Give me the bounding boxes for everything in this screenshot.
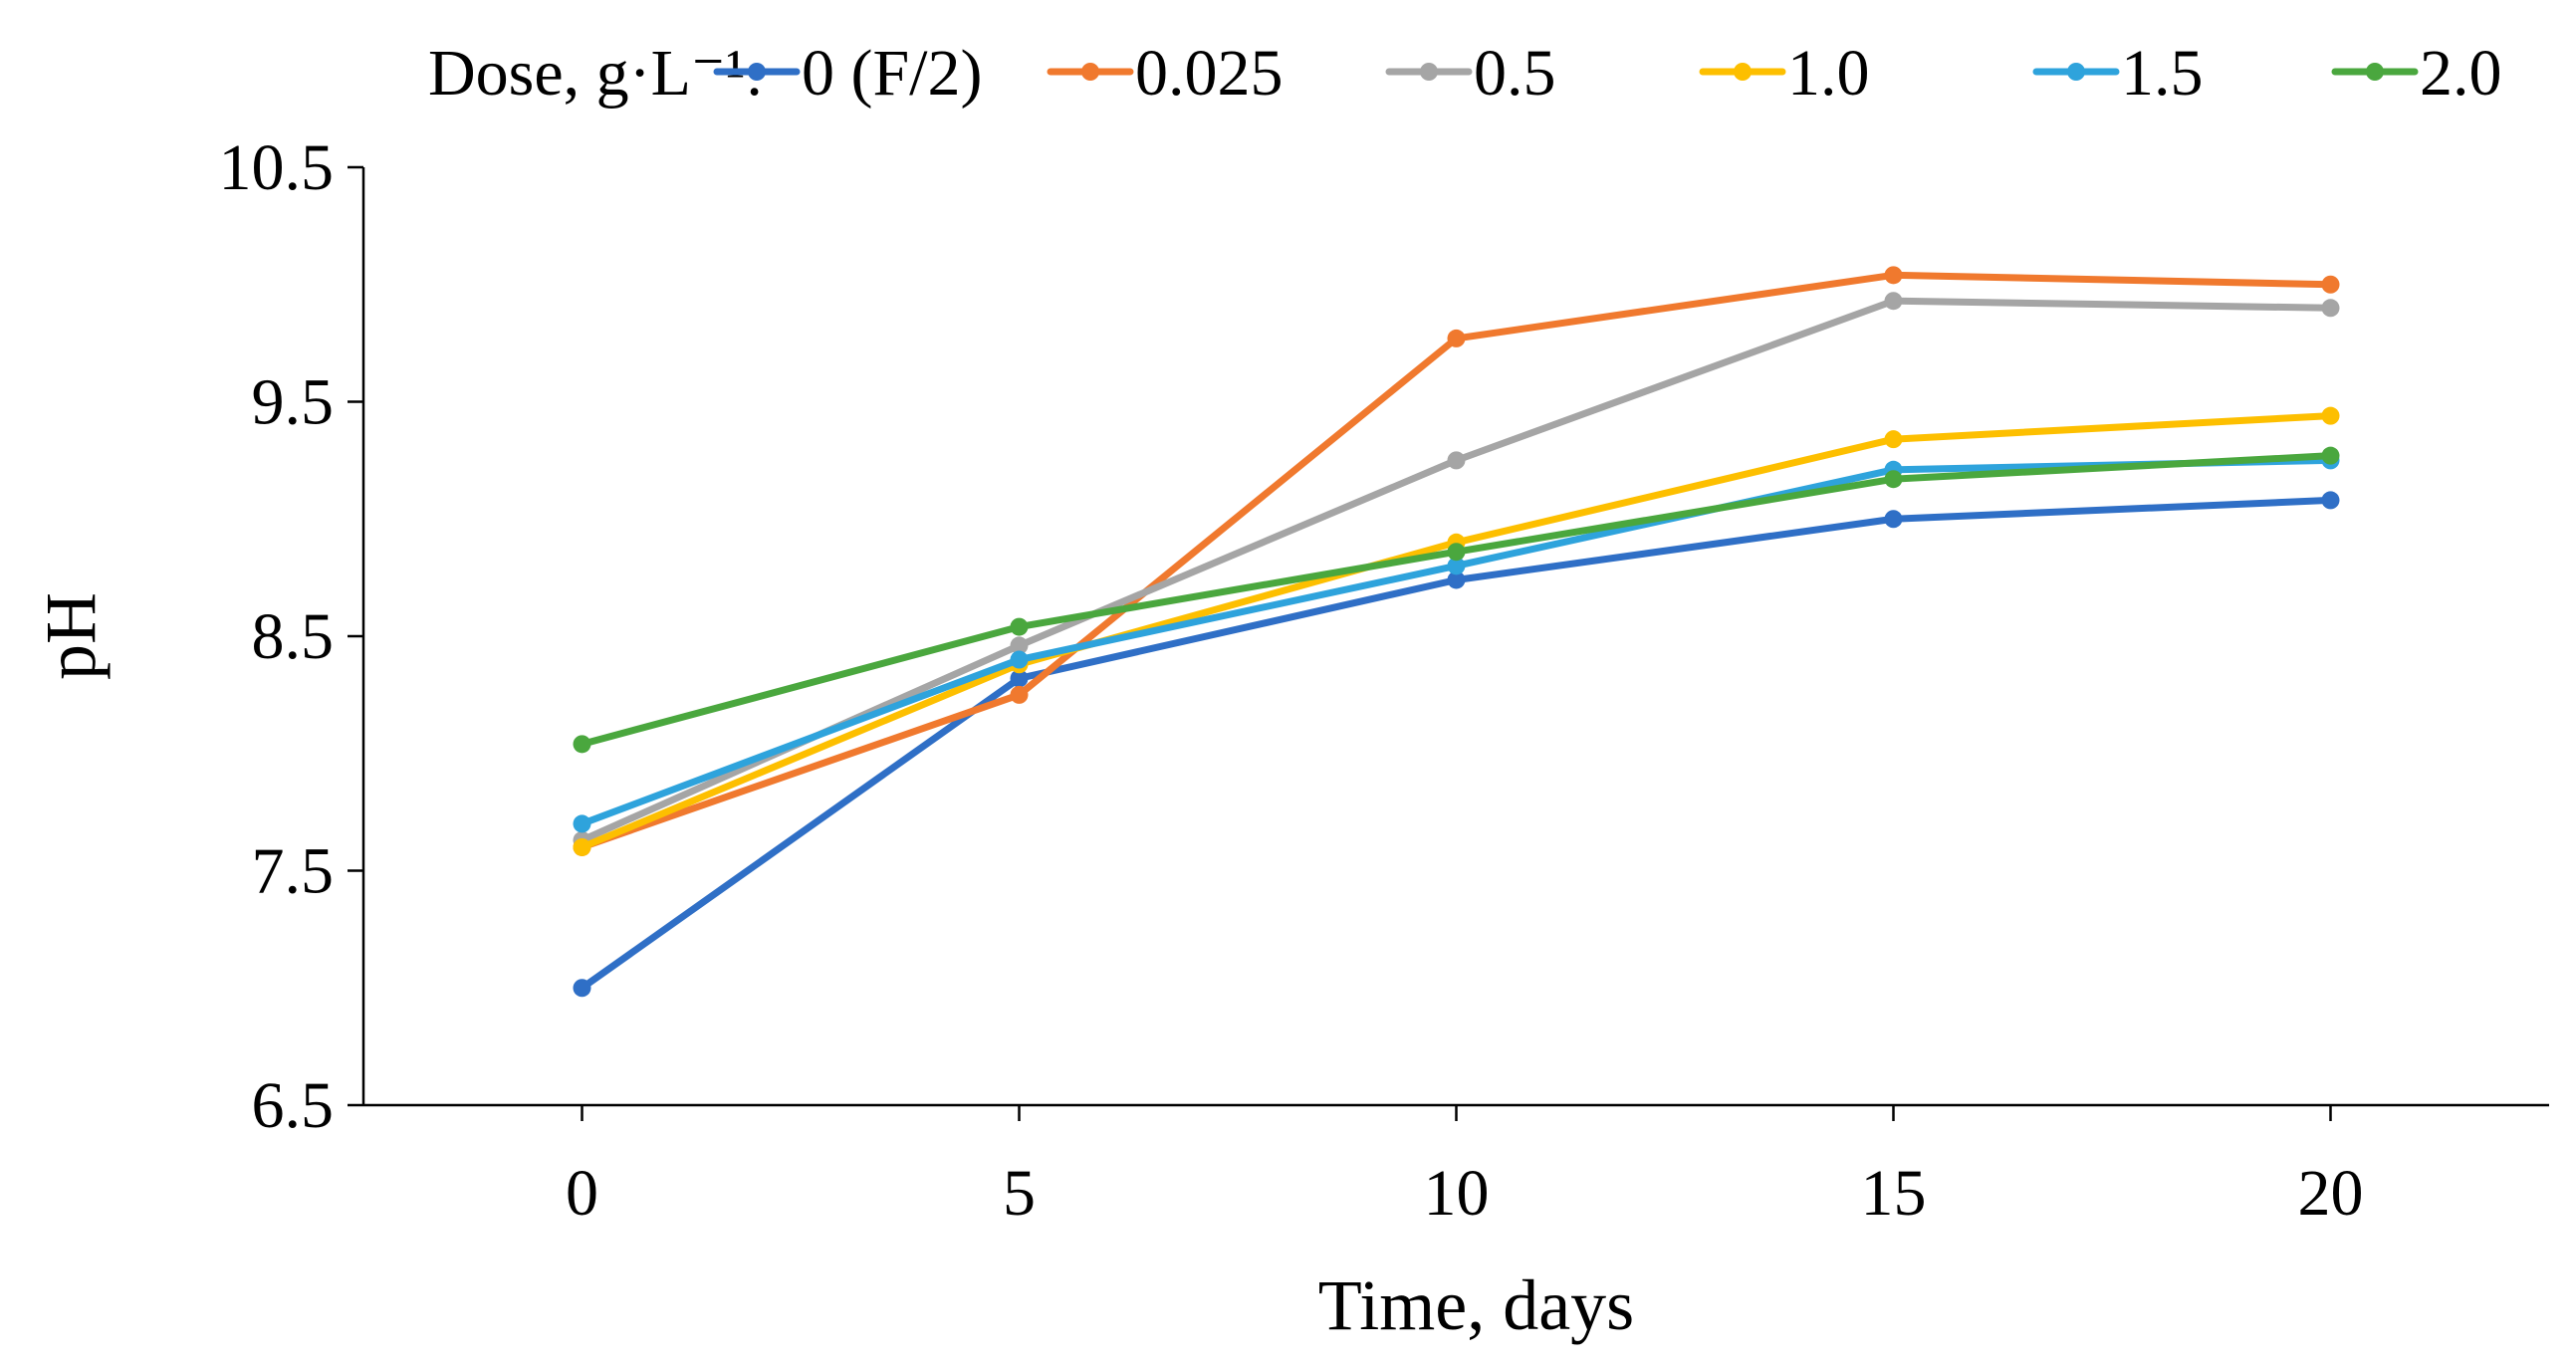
data-point [1447,570,1466,589]
y-tick-label: 7.5 [252,835,335,908]
series-line [579,452,2334,748]
legend-title: Dose, g·L⁻¹: [428,37,764,110]
data-point [1447,557,1466,575]
data-point [2321,446,2340,465]
data-point [1884,266,1903,285]
series-group [573,406,2340,856]
data-point [1010,650,1029,669]
x-ticks: 0 5 10 15 20 [566,1105,2364,1230]
data-point [2321,299,2340,318]
data-point [1447,543,1466,562]
data-point [2321,406,2340,425]
x-tick-label: 0 [566,1157,598,1230]
legend-items: 0 (F/2) 0.025 0.5 1.0 1.5 2.0 [713,37,2502,110]
axes: 6.5 7.5 8.5 9.5 10.5 0 5 10 15 20 [219,131,2549,1230]
data-point [2321,275,2340,294]
legend-swatch-marker [1081,63,1099,81]
data-point [1447,329,1466,347]
legend-item: 1.5 [2032,37,2204,110]
series-group [573,292,2340,849]
legend-label: 1.5 [2121,37,2204,110]
y-axis-title: pH [31,592,111,680]
series-group [573,446,2340,754]
legend-label: 0.5 [1474,37,1556,110]
x-tick-label: 20 [2298,1157,2364,1230]
legend-item: 0.5 [1385,37,1556,110]
legend-swatch-marker [1420,63,1438,81]
data-point [1010,636,1029,655]
data-point [1447,451,1466,470]
legend-item: 0.025 [1047,37,1284,110]
x-tick-label: 5 [1003,1157,1036,1230]
legend-label: 1.0 [1787,37,1870,110]
legend: Dose, g·L⁻¹: 0 (F/2) 0.025 0.5 1.0 1.5 2.0 [428,37,2502,110]
legend-label: 2.0 [2420,37,2502,110]
data-point [1884,510,1903,529]
x-tick-label: 10 [1424,1157,1490,1230]
y-tick-label: 10.5 [219,131,335,204]
data-point [1010,669,1029,688]
data-point [2321,491,2340,510]
legend-item: 2.0 [2331,37,2502,110]
y-tick-label: 6.5 [252,1069,335,1142]
legend-swatch-marker [1734,63,1752,81]
y-tick-label: 9.5 [252,366,335,439]
y-tick-label: 8.5 [252,600,335,673]
data-point [1010,685,1029,704]
legend-item: 0 (F/2) [713,37,983,110]
legend-label: 0.025 [1135,37,1284,110]
legend-swatch-marker [748,63,766,81]
y-ticks: 6.5 7.5 8.5 9.5 10.5 [219,131,363,1142]
plot-series [573,266,2340,998]
x-tick-label: 15 [1861,1157,1927,1230]
legend-swatch-marker [2366,63,2384,81]
data-point [1884,470,1903,489]
data-point [573,979,591,998]
data-point [1884,430,1903,449]
data-point [1010,617,1029,636]
data-point [573,814,591,833]
series-line [579,412,2334,851]
x-axis-title: Time, days [1318,1265,1634,1345]
data-point [1884,292,1903,311]
legend-swatch-marker [2067,63,2085,81]
data-point [573,735,591,754]
data-point [573,837,591,856]
legend-item: 1.0 [1699,37,1870,110]
legend-label: 0 (F/2) [802,37,983,110]
series-group [573,491,2340,998]
